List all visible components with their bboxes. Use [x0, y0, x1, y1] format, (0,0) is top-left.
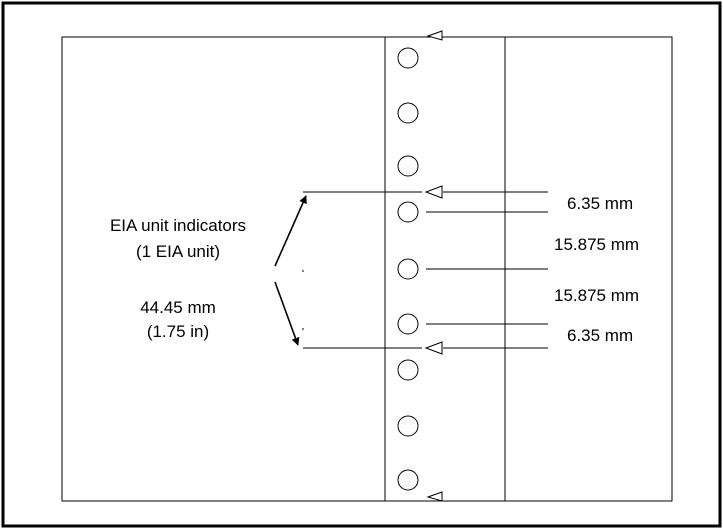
dimension-label: 15.875 mm [554, 235, 639, 254]
rail-hole [397, 359, 419, 381]
rail-hole [397, 201, 419, 223]
eia-indicator-triangle [426, 30, 443, 41]
arrow-up [274, 195, 307, 267]
dimension-label: 15.875 mm [554, 286, 639, 305]
rail-hole [397, 155, 419, 177]
arrow-down [274, 281, 300, 346]
eia-indicator-triangle [424, 185, 443, 199]
rail-hole [397, 313, 419, 335]
rail-hole [397, 47, 419, 69]
eia-indicator-triangles [424, 30, 443, 502]
height-mm-label: 44.45 mm [140, 298, 216, 317]
eia-indicator-triangle [426, 491, 443, 502]
dimension-leaders [426, 191, 548, 349]
eia-indicator-triangle [424, 341, 443, 355]
eia-unit-indicators-label: EIA unit indicators [110, 216, 246, 235]
height-in-label: (1.75 in) [147, 322, 209, 341]
rail-hole [397, 102, 419, 124]
rail-hole [397, 469, 419, 491]
dimension-label: 6.35 mm [567, 326, 633, 345]
dimension-label: 6.35 mm [567, 194, 633, 213]
rail-hole [397, 258, 419, 280]
inner-panel [61, 36, 673, 502]
rail-hole [397, 415, 419, 437]
rail-holes [397, 47, 419, 491]
eia-unit-count-label: (1 EIA unit) [136, 242, 220, 261]
